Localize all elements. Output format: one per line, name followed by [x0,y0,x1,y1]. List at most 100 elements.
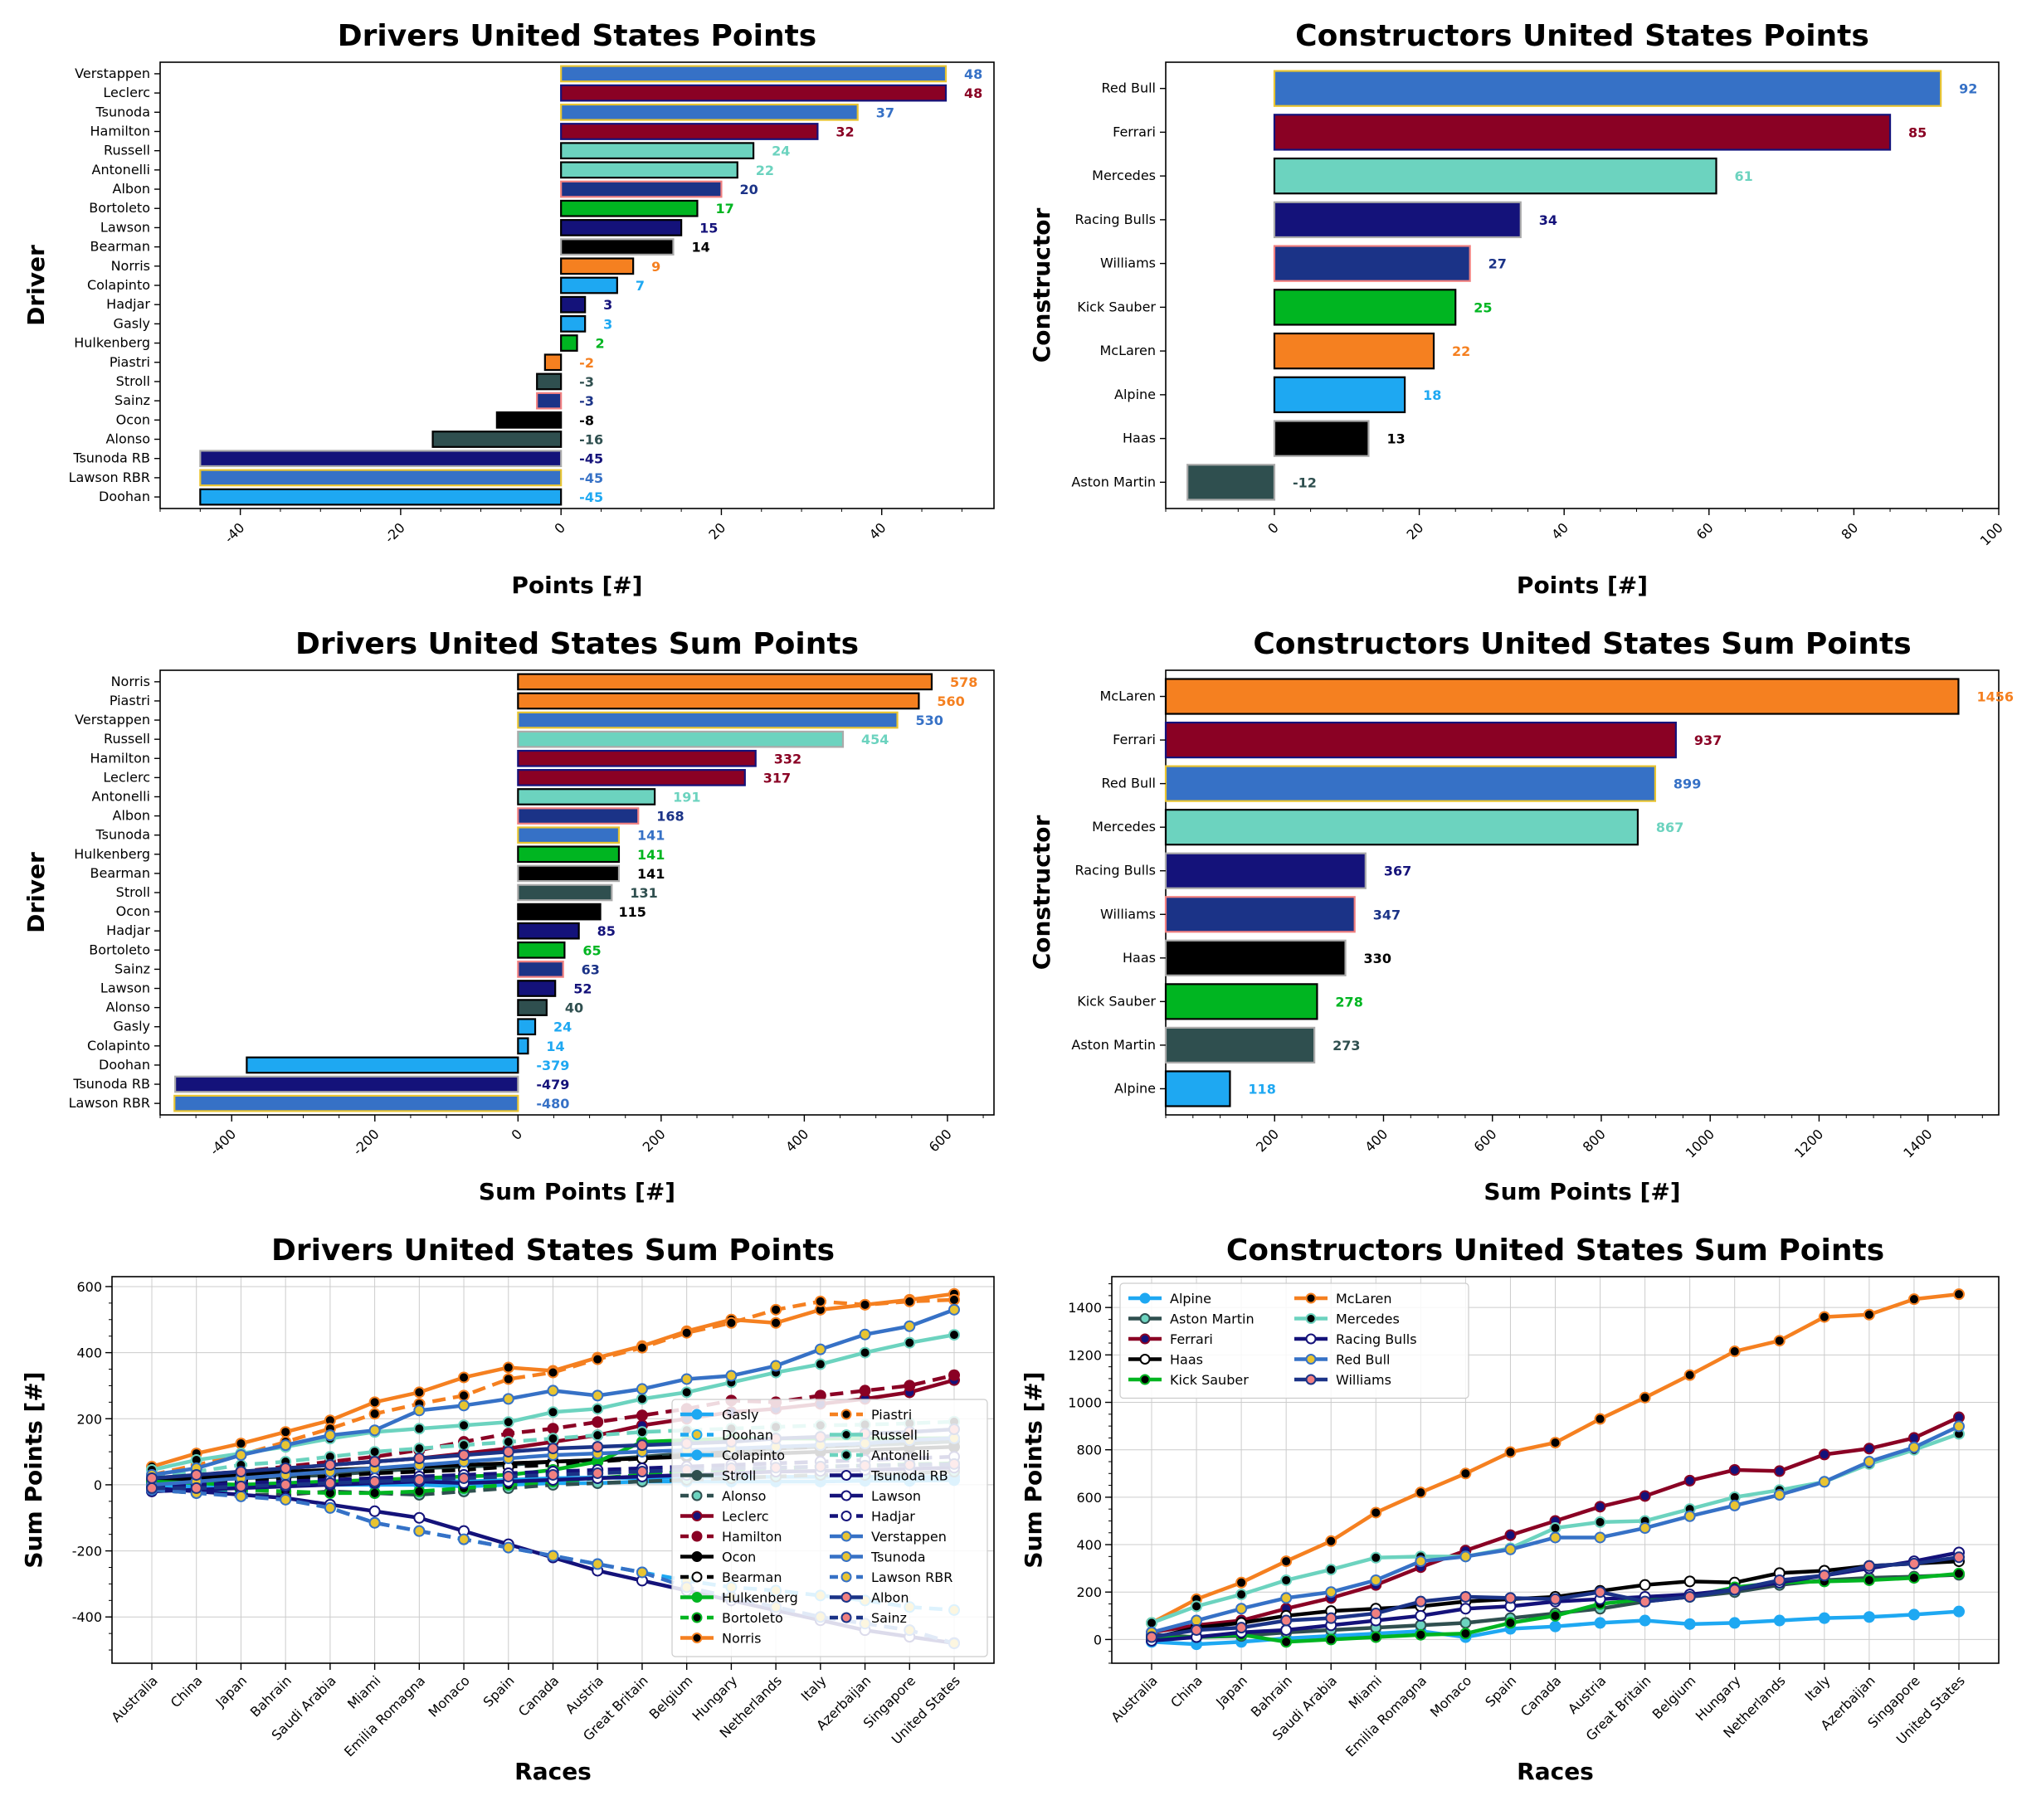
x-tick-label: 800 [1580,1126,1609,1155]
data-label: 141 [637,847,665,863]
y-tick-label: McLaren [1099,689,1156,704]
data-point [1907,1432,1920,1444]
chart-title: Constructors United States Sum Points [1253,627,1911,661]
y-axis-label: Driver [22,245,50,326]
x-tick-label: 1200 [1791,1126,1826,1161]
bar [560,276,618,294]
y-tick-label: Verstappen [75,66,150,81]
x-tick-label: 20 [705,519,728,543]
x-tick-label: 100 [1977,519,2006,548]
data-point [413,1386,426,1399]
data-label: 317 [763,770,791,786]
data-point [413,1404,426,1417]
data-label: 63 [582,961,600,977]
x-tick-label: Japan [1212,1672,1250,1711]
data-point [280,1462,292,1475]
data-point [592,1403,604,1415]
data-point [904,1380,916,1392]
bar [1186,464,1276,501]
data-point [1459,1550,1472,1563]
bar [1164,1026,1316,1064]
data-point [1325,1633,1337,1646]
data-label: 2 [596,336,605,352]
bar [199,469,563,487]
data-point [1594,1617,1606,1629]
data-point [1415,1595,1427,1608]
data-label: 273 [1332,1038,1360,1054]
bar [1164,1070,1231,1107]
data-point [1639,1391,1651,1404]
y-tick-label: Tsunoda RB [72,1076,150,1092]
y-tick-label: -400 [72,1609,102,1625]
data-label: 52 [573,981,592,997]
data-point [1370,1506,1382,1519]
data-point [680,1386,693,1399]
legend-marker [840,1511,852,1521]
y-tick-label: 800 [1076,1443,1102,1458]
data-point [1683,1474,1696,1487]
data-point [146,1472,158,1484]
bar [560,295,587,314]
y-tick-label: Russell [104,731,150,747]
bar [246,1056,519,1074]
data-point [1907,1572,1920,1584]
legend-entry: Russell [871,1428,918,1443]
legend-marker [1305,1313,1317,1324]
legend-marker [1305,1292,1317,1304]
data-label: 17 [715,201,733,217]
x-tick-label: Belgium [1649,1672,1699,1722]
x-tick-label: 80 [1838,519,1861,543]
data-point [592,1389,604,1402]
data-label: 141 [637,828,665,844]
data-point [1325,1535,1337,1547]
data-point [1773,1614,1786,1627]
legend-entry: Gasly [722,1407,758,1423]
y-tick-label: Ocon [116,903,150,919]
legend-marker [691,1633,703,1643]
bar [1273,289,1457,326]
data-label: 27 [1488,256,1507,272]
y-tick-label: Norris [111,674,150,689]
x-tick-label: -40 [222,519,248,546]
data-point [1549,1437,1561,1449]
x-tick-label: -200 [350,1126,382,1158]
data-point [814,1295,826,1307]
data-point [636,1439,648,1452]
y-tick-label: Stroll [116,884,150,900]
data-point [1683,1510,1696,1522]
y-tick-label: Antonelli [92,788,150,804]
bar [1164,983,1318,1020]
bar [560,180,723,198]
data-point [1280,1592,1293,1604]
data-point [1683,1369,1696,1381]
legend-entry: Red Bull [1336,1352,1391,1368]
legend-marker [840,1592,852,1603]
bar [560,257,635,275]
chart-title: Constructors United States Sum Points [1226,1234,1884,1268]
y-tick-label: Sainz [114,392,150,408]
y-tick-label: Tsunoda [95,827,151,843]
y-tick-label: Ferrari [1113,732,1156,747]
x-tick-label: Austria [563,1672,607,1716]
data-point [1639,1490,1651,1502]
data-point [146,1482,158,1494]
legend-entry: Aston Martin [1170,1311,1255,1327]
legend-marker [691,1571,703,1583]
y-tick-label: Haas [1123,431,1156,446]
chart-title: Constructors United States Points [1295,19,1869,53]
plot-frame [1165,669,2000,1116]
legend-entry: Mercedes [1336,1311,1400,1327]
data-point [636,1409,648,1422]
y-tick-label: Lawson RBR [69,470,150,485]
data-label: 454 [861,732,889,747]
legend: Gasly Doohan Colapinto Stroll Alonso Leclerc H… [671,1399,988,1657]
data-point [1325,1586,1337,1599]
data-point [859,1328,871,1341]
data-point [1235,1603,1248,1615]
data-point [1235,1622,1248,1634]
data-label: 332 [774,751,801,766]
y-tick-label: Doohan [99,1057,150,1073]
bar [560,315,587,333]
data-label: 578 [950,674,977,690]
data-point [725,1370,738,1382]
